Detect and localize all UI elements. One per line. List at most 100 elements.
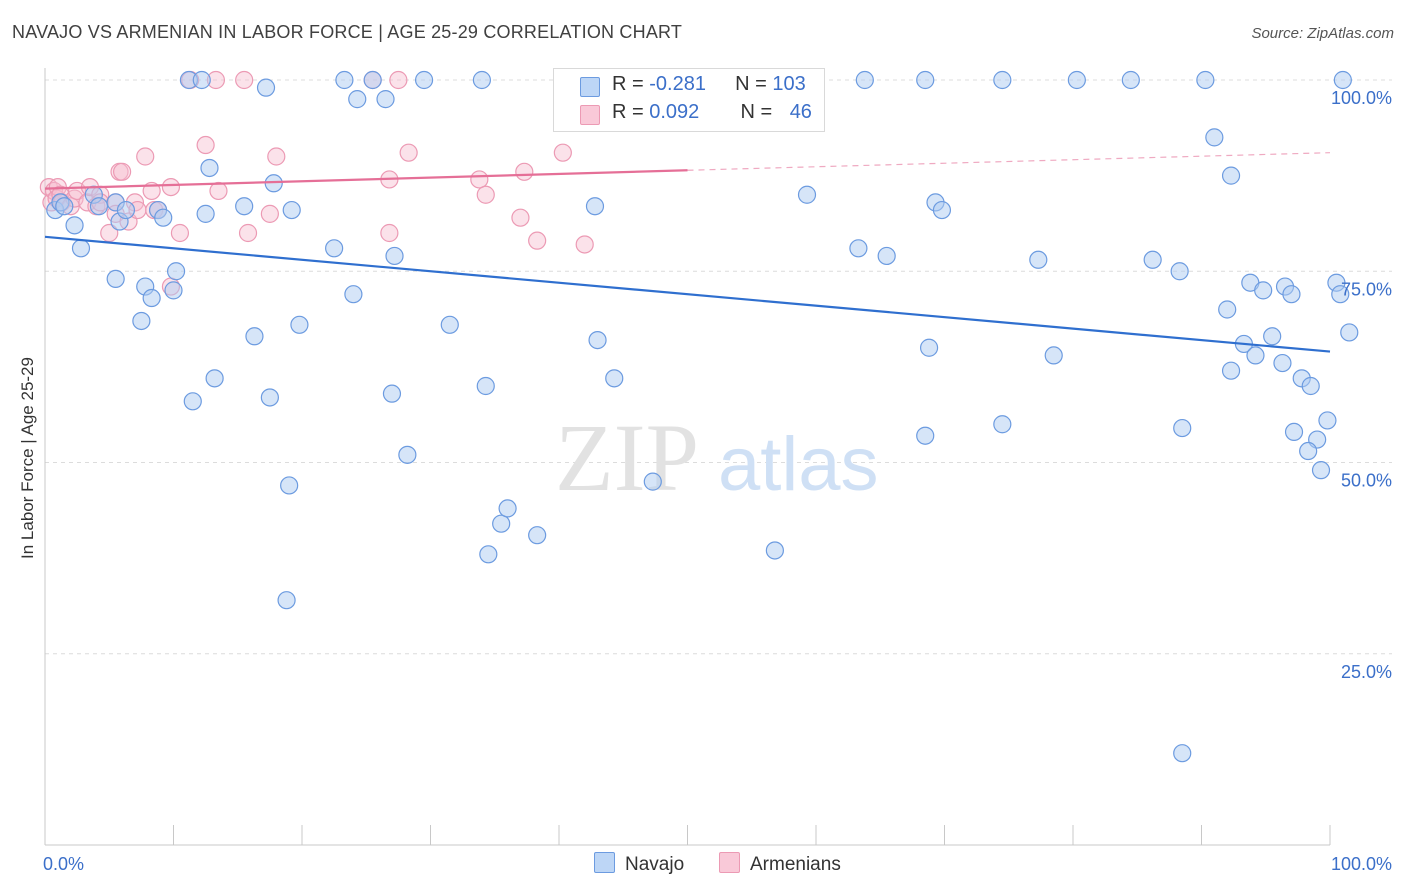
x-tick-label: 0.0% [43, 854, 84, 874]
navajo-point [643, 472, 662, 491]
y-tick-label: 100.0% [1331, 88, 1392, 108]
navajo-point [1170, 262, 1189, 281]
navajo-point [260, 388, 279, 407]
navajo-point [344, 285, 363, 304]
navajo-point [479, 545, 498, 564]
navajo-point [183, 392, 202, 411]
navajo-point [1221, 166, 1241, 185]
navajo-point [1263, 327, 1282, 346]
navajo-point [363, 70, 382, 90]
navajo-point [142, 288, 161, 308]
source-label: Source: ZipAtlas.com [1251, 25, 1394, 42]
x-tick-label: 100.0% [1331, 854, 1392, 874]
bottom-navajo-label: Navajo [625, 854, 685, 875]
navajo-point [325, 239, 344, 258]
navajo-point [376, 90, 395, 109]
navajo-point [164, 281, 183, 300]
bottom-armenians-swatch [719, 852, 740, 873]
armenians-point [238, 223, 258, 243]
navajo-point [348, 90, 367, 109]
bottom-legend-armenians: Armenians [719, 852, 841, 876]
navajo-trend-line [44, 235, 1331, 353]
navajo-point [1331, 285, 1350, 304]
navajo-point [1299, 441, 1318, 461]
navajo-point [1311, 461, 1331, 480]
navajo-point [205, 369, 224, 388]
armenians-point [528, 231, 547, 250]
navajo-point [385, 246, 404, 266]
navajo-point [472, 70, 491, 90]
y-axis-title-wrap: In Labor Force | Age 25-29 [18, 357, 38, 559]
armenians-trend-line [44, 169, 688, 190]
gridlines [45, 79, 1392, 655]
navajo-point [1205, 128, 1224, 147]
bottom-legend-navajo: Navajo [594, 852, 684, 876]
navajo-point [492, 514, 511, 533]
navajo-point [382, 384, 402, 403]
navajo-point [398, 445, 417, 464]
armenians-point [136, 147, 155, 166]
navajo-point [1340, 323, 1359, 342]
armenians-point [267, 147, 286, 166]
navajo-point [919, 338, 939, 357]
navajo-point [1173, 418, 1192, 438]
armenians-point [511, 208, 530, 227]
y-tick-label: 50.0% [1341, 471, 1392, 491]
armenians-point [515, 162, 534, 181]
trend-lines [44, 152, 1331, 353]
navajo-point [993, 70, 1012, 90]
armenians-point [112, 162, 132, 181]
navajo-point [166, 262, 186, 281]
armenians-r-value: 0.092 [649, 101, 700, 123]
armenians-swatch [580, 105, 600, 125]
navajo-point [1301, 376, 1320, 396]
axes [44, 68, 1331, 846]
navajo-point [154, 208, 173, 227]
armenians-n-value: 46 [789, 101, 812, 123]
navajo-point [1121, 70, 1140, 90]
navajo-point [1196, 70, 1215, 90]
navajo-point [1067, 70, 1086, 90]
navajo-point [65, 216, 84, 235]
navajo-point [916, 70, 935, 90]
navajo-point [196, 204, 215, 223]
navajo-point [1143, 250, 1162, 269]
navajo-point [245, 327, 264, 346]
armenians-point [476, 185, 495, 204]
navajo-point [498, 499, 517, 518]
armenians-n-label: N = [740, 101, 778, 123]
navajo-point [132, 311, 151, 331]
bottom-navajo-swatch [594, 852, 615, 873]
navajo-point [414, 70, 434, 90]
navajo-point [1218, 300, 1237, 319]
navajo-point [1282, 285, 1301, 304]
navajo-points [46, 70, 1359, 763]
armenians-point [161, 178, 181, 197]
navajo-point [1044, 346, 1063, 365]
navajo-point [335, 70, 354, 90]
navajo-point [1254, 281, 1273, 300]
navajo-point [277, 591, 296, 610]
navajo-point [1221, 361, 1241, 380]
navajo-point [1318, 411, 1337, 430]
navajo-point [1246, 346, 1265, 365]
navajo-point [282, 200, 301, 220]
navajo-n-label: N = [735, 73, 773, 95]
y-tick-label: 75.0% [1341, 279, 1392, 299]
y-axis-title: In Labor Force | Age 25-29 [18, 357, 37, 559]
navajo-point [71, 239, 91, 258]
navajo-point [55, 197, 74, 216]
navajo-point [849, 239, 868, 258]
navajo-point [1333, 70, 1352, 90]
navajo-point [290, 315, 309, 334]
armenians-point [209, 181, 228, 201]
navajo-point [256, 78, 276, 97]
navajo-point [280, 476, 299, 495]
navajo-point [89, 197, 109, 216]
armenians-trend-extension [687, 152, 1331, 171]
navajo-point [235, 197, 254, 216]
navajo-point [765, 541, 784, 560]
navajo-point [1173, 744, 1192, 763]
navajo-point [993, 415, 1012, 434]
